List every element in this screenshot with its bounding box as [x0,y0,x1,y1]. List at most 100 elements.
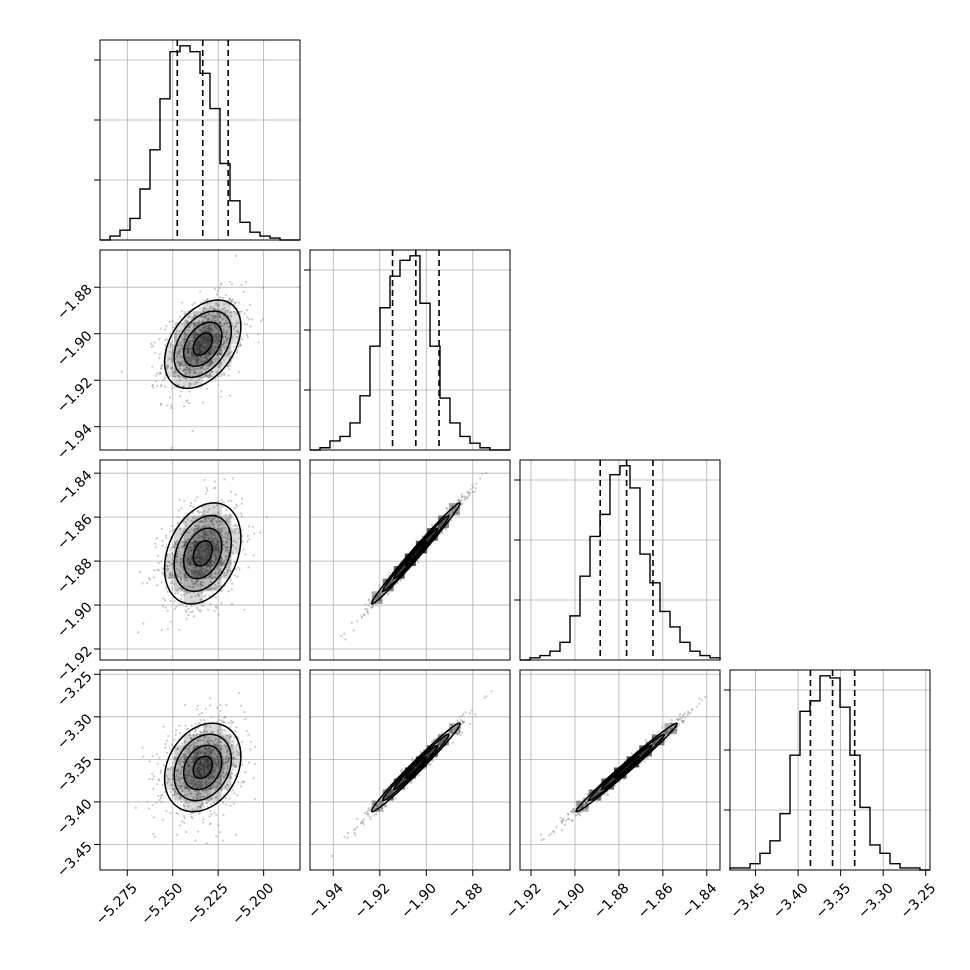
scatter-point [246,323,249,326]
scatter-point [211,370,214,374]
scatter-point [225,549,228,552]
scatter-point [224,546,227,549]
scatter-point [180,343,183,346]
scatter-point [246,316,249,319]
density-cell [371,591,383,604]
scatter-point [202,604,205,608]
scatter-point [207,742,211,745]
density-cell [212,789,222,801]
scatter-point [205,724,208,728]
scatter-point [238,568,241,571]
scatter-point [449,731,453,734]
scatter-point [234,254,237,258]
scatter-point [260,320,263,323]
scatter-point [235,541,238,544]
density-cell [221,355,232,367]
scatter-point [195,324,198,327]
scatter-point [247,733,250,736]
scatter-point [208,815,211,818]
scatter-point [364,607,367,611]
scatter-point [190,782,193,785]
scatter-point [195,527,199,530]
scatter-point [217,365,220,368]
scatter-point [189,548,192,552]
scatter-point [388,571,391,574]
scatter-point [208,823,212,826]
scatter-point [187,316,190,319]
scatter-point [189,383,192,386]
density-cell [202,300,213,312]
scatter-point [567,813,570,816]
scatter-point [178,342,181,345]
scatter-point [162,378,165,382]
density-cell [212,756,222,768]
scatter-point [221,526,225,529]
scatter-point [171,387,174,390]
scatter-point [220,564,223,567]
scatter-point [225,321,228,325]
scatter-point [225,531,228,534]
scatter-point [161,572,164,575]
density-cell [212,300,222,312]
scatter-point [230,283,234,286]
scatter-point [220,390,223,393]
scatter-point [200,366,204,369]
scatter-point [188,782,192,785]
density-cell [437,515,449,529]
scatter-point [191,336,194,339]
scatter-point [223,775,226,778]
scatter-point [451,511,455,514]
scatter-point [193,582,196,585]
scatter-point [180,788,184,792]
scatter-point [191,583,194,586]
scatter-point [222,358,225,362]
scatter-point [172,756,176,759]
scatter-point [172,544,175,547]
scatter-point [187,760,190,763]
scatter-point [155,537,159,540]
scatter-point [169,768,172,771]
density-cell [212,578,222,592]
scatter-point [369,818,372,821]
density-cell [164,366,175,378]
scatter-point [239,343,242,346]
scatter-point [378,592,381,596]
histogram-steps [310,255,510,451]
scatter-point [175,567,178,570]
scatter-point [214,796,217,799]
scatter-point [178,364,181,368]
scatter-point [200,584,203,587]
scatter-point [451,728,454,732]
scatter-point [379,799,382,802]
scatter-point [196,704,200,707]
scatter-point [166,777,169,780]
scatter-point [225,318,228,322]
scatter-point [189,370,192,373]
scatter-point [214,743,217,746]
scatter-point [437,742,440,745]
scatter-point [471,486,475,489]
scatter-point [154,374,158,378]
scatter-point [215,557,218,561]
density-cell [174,377,184,389]
scatter-point [187,764,190,767]
scatter-point [253,798,257,801]
scatter-point [177,776,180,779]
scatter-point [225,338,229,341]
scatter-point [200,751,203,754]
scatter-point [361,820,364,823]
scatter-point [199,732,203,736]
scatter-point [212,776,215,779]
scatter-point [182,761,186,764]
scatter-point [205,730,209,733]
scatter-point [390,578,393,581]
scatter-point [185,366,189,369]
scatter-point [205,791,208,794]
scatter-point [178,498,181,501]
scatter-point [400,770,403,773]
scatter-point [152,386,155,389]
scatter-point [176,522,179,525]
scatter-point [177,547,180,550]
scatter-point [219,316,222,319]
scatter-point [171,787,174,791]
